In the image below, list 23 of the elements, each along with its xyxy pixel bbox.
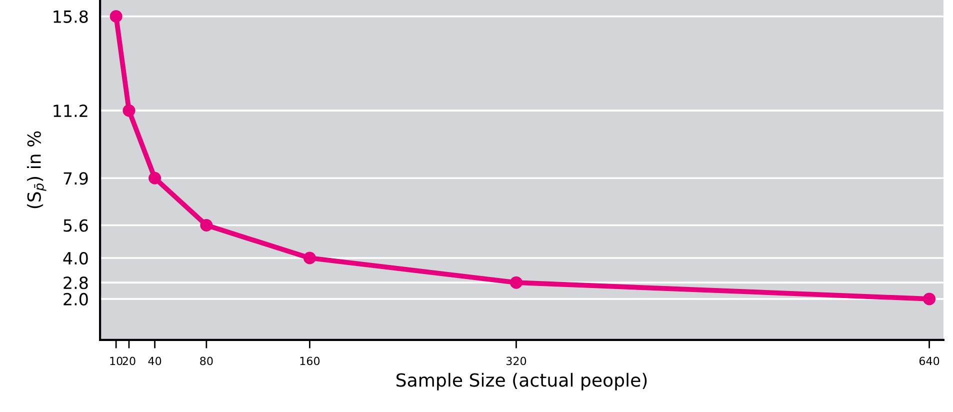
x-tick-label: 40: [148, 356, 162, 366]
y-tick-label: 2.0: [64, 292, 88, 306]
y-tick-label: 2.8: [64, 276, 88, 290]
point: [110, 10, 122, 23]
x-axis-title: Sample Size (actual people): [396, 372, 647, 390]
point: [200, 218, 213, 232]
y-tick-label: 11.2: [54, 104, 88, 117]
x-tick-label: 10: [110, 356, 122, 366]
y-tick-label: 4.0: [63, 252, 88, 265]
y-axis-title: (S$_{p̄}$) in %: [26, 131, 46, 208]
x-tick-label: 640: [919, 356, 940, 366]
y-tick-label: 7.9: [64, 172, 88, 185]
x-tick-label: 20: [122, 356, 136, 366]
point: [122, 104, 136, 117]
point: [923, 292, 936, 306]
x-tick-label: 80: [200, 356, 213, 366]
point: [303, 252, 316, 264]
x-tick-label: 160: [300, 356, 320, 366]
x-tick-label: 320: [506, 356, 526, 366]
point: [510, 276, 522, 289]
point: [148, 172, 162, 184]
y-tick-label: 5.6: [64, 219, 88, 232]
y-tick-label: 15.8: [54, 10, 88, 23]
